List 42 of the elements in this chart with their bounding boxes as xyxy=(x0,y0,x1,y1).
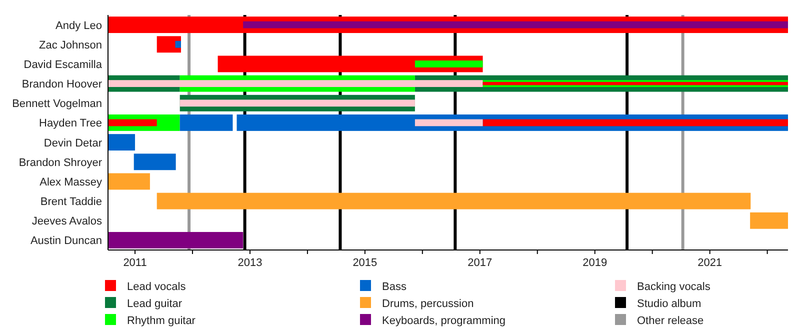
legend-label: Backing vocals xyxy=(637,281,711,293)
y-tick-label: Bennett Vogelman xyxy=(12,98,102,110)
bar xyxy=(108,173,150,190)
x-tick-label: 2015 xyxy=(352,257,378,269)
bar xyxy=(750,212,788,229)
bar xyxy=(180,100,415,107)
x-tick-label: 2013 xyxy=(238,257,262,269)
bar xyxy=(180,114,233,131)
y-tick-label: Brandon Shroyer xyxy=(18,156,102,169)
legend-label: Other release xyxy=(637,315,704,327)
y-tick-label: Zac Johnson xyxy=(39,39,102,52)
bar xyxy=(108,80,483,87)
bar xyxy=(414,119,483,126)
bar xyxy=(175,40,181,48)
legend-label: Lead guitar xyxy=(127,298,182,310)
y-tick-label: Devin Detar xyxy=(44,137,102,150)
y-tick-label: David Escamilla xyxy=(24,58,103,71)
bar xyxy=(134,154,176,170)
bar xyxy=(414,60,483,68)
legend-label: Rhythm guitar xyxy=(127,315,196,327)
legend-label: Drums, percussion xyxy=(382,298,474,310)
x-tick-label: 2011 xyxy=(123,257,147,269)
y-tick-label: Jeeves Avalos xyxy=(32,216,102,228)
bar xyxy=(156,36,181,53)
y-tick-label: Andy Leo xyxy=(56,20,102,32)
legend-label: Keyboards, programming xyxy=(382,315,506,327)
bar xyxy=(108,134,136,151)
y-tick-label: Austin Duncan xyxy=(30,235,102,248)
bar xyxy=(108,232,244,248)
bar xyxy=(243,21,788,28)
y-tick-label: Brandon Hoover xyxy=(22,78,102,91)
x-tick-label: 2021 xyxy=(698,257,722,269)
x-tick-label: 2019 xyxy=(582,257,608,269)
legend-label: Studio album xyxy=(637,298,702,310)
bar xyxy=(482,119,788,126)
y-tick-label: Alex Massey xyxy=(40,176,102,188)
y-tick-label: Brent Taddie xyxy=(40,196,102,208)
x-tick-label: 2017 xyxy=(468,257,492,269)
y-tick-label: Hayden Tree xyxy=(39,118,102,130)
legend-label: Bass xyxy=(382,281,407,293)
bar xyxy=(156,192,751,210)
legend-label: Lead vocals xyxy=(127,281,186,293)
